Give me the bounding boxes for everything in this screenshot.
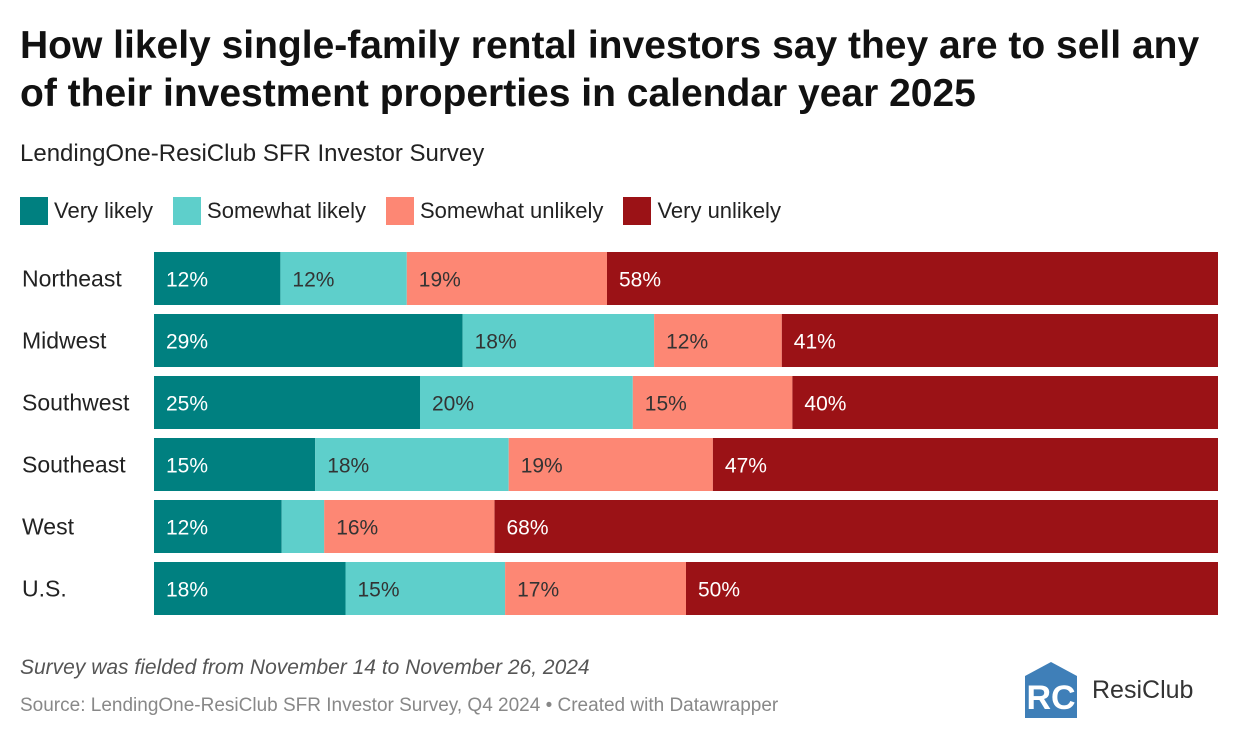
bar-value-label: 18% (166, 579, 208, 602)
stacked-bar-chart: Northeast 12% 12% 19% 58% Midwest 29% 18% 12% 41%… (22, 252, 1218, 615)
bar-segment (632, 376, 793, 429)
bar-segment (420, 376, 633, 429)
legend-label: Somewhat likely (207, 198, 366, 223)
resiclub-logo: RC ResiClub (1022, 660, 1193, 720)
legend-swatch (386, 197, 414, 225)
bar-value-label: 12% (166, 517, 208, 540)
legend-item-very-likely: Very likely (20, 197, 153, 225)
bar-value-label: 12% (292, 269, 334, 292)
bar-value-label: 12% (666, 331, 708, 354)
bar-value-label: 17% (517, 579, 559, 602)
bar-value-label: 68% (507, 517, 549, 540)
bar-segment (154, 562, 346, 615)
bar-segment (654, 314, 782, 367)
legend-label: Somewhat unlikely (420, 198, 604, 223)
logo-text: ResiClub (1092, 675, 1194, 704)
bar-value-label: 12% (166, 269, 208, 292)
category-label: Southeast (22, 452, 126, 478)
legend: Very likely Somewhat likely Somewhat unl… (20, 196, 801, 226)
bar-value-label: 15% (645, 393, 687, 416)
bar-segment (280, 252, 407, 305)
bar-segment (324, 500, 495, 553)
bar-segment (508, 438, 713, 491)
bar-value-label: 19% (521, 455, 563, 478)
bar-value-label: 58% (619, 269, 661, 292)
bar-value-label: 25% (166, 393, 208, 416)
chart-subtitle: LendingOne-ResiClub SFR Investor Survey (20, 140, 485, 167)
bar-segment (154, 314, 463, 367)
bar-value-label: 18% (327, 455, 369, 478)
legend-item-somewhat-unlikely: Somewhat unlikely (386, 197, 603, 225)
bar-value-label: 18% (475, 331, 517, 354)
legend-swatch (623, 197, 652, 225)
bar-value-label: 41% (794, 331, 836, 354)
bar-segment (792, 376, 1218, 429)
bar-value-label: 47% (725, 455, 767, 478)
bar-value-label: 20% (432, 393, 474, 416)
bar-segment (607, 252, 1218, 305)
bar-segment (781, 314, 1218, 367)
bar-segment (712, 438, 1218, 491)
bar-segment (281, 500, 325, 553)
legend-swatch (20, 197, 48, 225)
bar-segment (154, 252, 281, 305)
bar-value-label: 29% (166, 331, 208, 354)
bar-segment (315, 438, 509, 491)
bar-segment (154, 376, 420, 429)
logo-mark-text: RC (1026, 679, 1075, 717)
bar-value-label: 16% (336, 517, 378, 540)
chart-title: How likely single-family rental investor… (20, 24, 1200, 115)
legend-swatch (173, 197, 202, 225)
bar-segment (154, 438, 316, 491)
legend-item-very-unlikely: Very unlikely (623, 197, 781, 225)
category-label: West (22, 514, 75, 540)
category-label: Southwest (22, 390, 130, 416)
bar-segment (345, 562, 506, 615)
bar-segment (686, 562, 1218, 615)
bar-value-label: 40% (804, 393, 846, 416)
bar-segment (462, 314, 655, 367)
legend-label: Very unlikely (657, 198, 781, 223)
bar-value-label: 15% (358, 579, 400, 602)
category-label: Midwest (22, 328, 107, 354)
bar-segment (494, 500, 1218, 553)
bar-segment (505, 562, 686, 615)
legend-label: Very likely (54, 198, 154, 223)
resiclub-logo-icon: RC (1025, 662, 1077, 718)
bar-value-label: 50% (698, 579, 740, 602)
legend-item-somewhat-likely: Somewhat likely (173, 197, 366, 225)
survey-note: Survey was fielded from November 14 to N… (20, 656, 590, 679)
category-label: U.S. (22, 576, 67, 602)
bar-value-label: 19% (419, 269, 461, 292)
bar-segment (154, 500, 282, 553)
bar-segment (406, 252, 607, 305)
category-label: Northeast (22, 266, 122, 292)
source-line: Source: LendingOne-ResiClub SFR Investor… (20, 695, 779, 716)
bar-value-label: 15% (166, 455, 208, 478)
